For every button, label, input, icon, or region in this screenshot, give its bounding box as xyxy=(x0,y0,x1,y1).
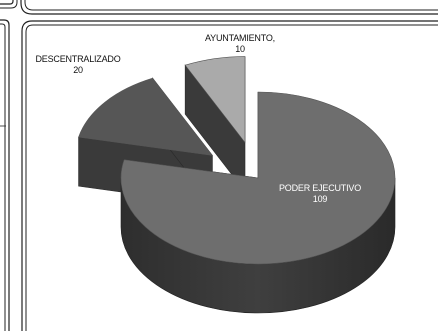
slice-value-poder-ejecutivo: 109 xyxy=(312,194,328,204)
data-label-poder-ejecutivo: PODER EJECUTIVO 109 xyxy=(270,183,370,205)
pie-slice-top-ayuntamiento xyxy=(184,56,246,144)
slice-label-poder-ejecutivo: PODER EJECUTIVO xyxy=(278,183,361,193)
slice-label-descentralizado: DESCENTRALIZADO xyxy=(35,54,121,64)
slice-label-ayuntamiento: AYUNTAMIENTO, xyxy=(205,33,275,43)
pie-slice-ayuntamiento xyxy=(184,56,246,193)
data-label-ayuntamiento: AYUNTAMIENTO, 10 xyxy=(200,33,280,55)
slice-value-descentralizado: 20 xyxy=(73,65,83,75)
slice-value-ayuntamiento: 10 xyxy=(235,44,245,54)
pie-plot xyxy=(78,56,396,314)
pie-slice-poder-ejecutivo xyxy=(120,91,396,314)
pie-slice-top-poder-ejecutivo xyxy=(120,91,396,265)
pie-slice-top-descentralizado xyxy=(78,77,214,156)
data-label-descentralizado: DESCENTRALIZADO 20 xyxy=(33,54,123,76)
